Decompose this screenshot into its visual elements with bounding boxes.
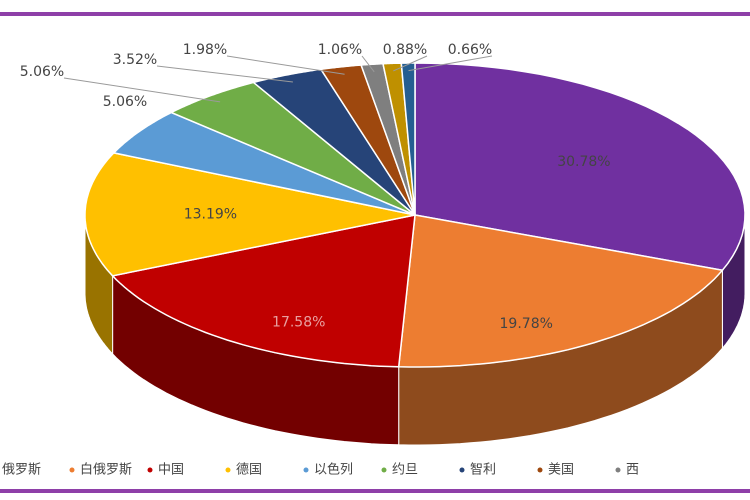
data-label: 1.98%	[183, 42, 227, 58]
legend-marker	[147, 467, 153, 473]
pie-slice	[414, 62, 746, 272]
legend-label: 美国	[548, 463, 574, 478]
data-label: 1.06%	[318, 42, 362, 58]
pie-slice	[400, 62, 416, 216]
leader-line	[63, 77, 221, 103]
pie-slice	[169, 81, 416, 216]
legend-marker	[537, 467, 543, 473]
legend-marker	[381, 467, 387, 473]
legend-label: 俄罗斯	[2, 463, 41, 478]
legend-label: 西	[626, 463, 639, 478]
data-label: 19.78%	[500, 316, 553, 332]
legend-label: 约旦	[392, 463, 418, 478]
legend-marker	[615, 467, 621, 473]
data-label: 13.19%	[184, 207, 237, 223]
data-label: 30.78%	[557, 154, 610, 170]
leader-line	[408, 55, 493, 72]
leader-line	[226, 55, 345, 75]
legend-label: 德国	[236, 463, 262, 478]
bottom-frame	[0, 489, 750, 493]
leader-line	[156, 65, 293, 83]
data-label: 3.52%	[113, 52, 157, 68]
data-label: 0.88%	[383, 42, 427, 58]
pie-slice	[319, 64, 416, 216]
data-label: 5.06%	[20, 64, 64, 80]
pie-slice	[397, 214, 724, 368]
legend-label: 白俄罗斯	[80, 462, 132, 478]
legend-marker	[303, 467, 309, 473]
data-label: 5.06%	[103, 94, 147, 110]
leader-line	[361, 55, 375, 73]
pie-slice	[84, 152, 416, 277]
pie-slice	[382, 62, 416, 216]
legend-label: 以色列	[314, 462, 353, 478]
top-frame	[0, 12, 750, 16]
pie-slice	[111, 214, 416, 368]
data-label: 0.66%	[448, 42, 492, 58]
pie-slice	[112, 111, 416, 216]
legend-label: 智利	[470, 463, 496, 478]
data-label: 17.58%	[272, 315, 325, 331]
pie-slice	[360, 62, 416, 216]
legend-marker	[459, 467, 465, 473]
legend-marker	[225, 467, 231, 473]
legend-label: 中国	[158, 463, 184, 478]
pie-slice	[251, 68, 416, 216]
legend-marker	[69, 467, 75, 473]
leader-line	[393, 55, 428, 72]
